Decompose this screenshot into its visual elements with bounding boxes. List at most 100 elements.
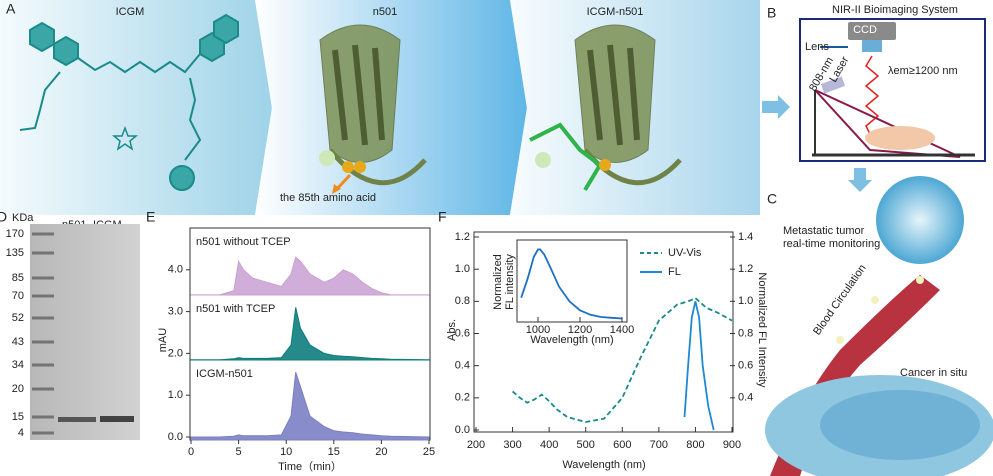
site-marker — [332, 161, 366, 194]
x-tick-label: 0 — [188, 446, 194, 458]
marker-band — [32, 363, 54, 367]
y-tick-label: 0.4 — [455, 360, 470, 372]
panel-letter: D — [0, 209, 7, 225]
y2-tick-label: 1.4 — [738, 231, 753, 243]
trace-area — [190, 256, 430, 296]
x-tick-label: 20 — [375, 446, 387, 458]
y-tick-label: 2.0 — [168, 347, 183, 359]
y2-tick-label: 1.2 — [738, 263, 753, 275]
data-line — [512, 297, 733, 423]
x-tick-label: 15 — [328, 446, 340, 458]
label: ICGM — [116, 6, 145, 18]
marker-band — [32, 431, 54, 435]
x-tick-label: 400 — [540, 439, 558, 451]
marker-band — [32, 294, 54, 298]
marker-label: 52 — [12, 312, 24, 324]
label: CCD — [853, 24, 877, 36]
y2-tick-label: 0.4 — [738, 392, 753, 404]
marker-label: 20 — [12, 383, 24, 395]
label: real-time monitoring — [783, 238, 880, 250]
marker-label: 135 — [6, 247, 24, 259]
y-axis-label: mAU — [157, 328, 169, 353]
x-axis-label: Time（min） — [278, 460, 342, 473]
x-tick-label: 5 — [236, 446, 242, 458]
y2-tick-label: 0.8 — [738, 327, 753, 339]
data-line — [683, 301, 715, 431]
trace-area — [190, 307, 430, 361]
y-tick-label: 1.0 — [455, 263, 470, 275]
x-tick-label: 800 — [686, 439, 704, 451]
x-axis-label: Wavelength (nm) — [562, 459, 645, 471]
y-tick-label: 0.0 — [455, 424, 470, 436]
series-label: ICGM-n501 — [196, 368, 253, 380]
x-tick-label: 900 — [723, 439, 741, 451]
complex-structure — [529, 24, 682, 192]
label: Cancer in situ — [900, 367, 967, 379]
panel-letter: A — [6, 1, 16, 17]
n501-structure — [319, 24, 427, 186]
axes-frame — [516, 239, 628, 323]
x-tick-label: 700 — [650, 439, 668, 451]
label: NIR-II Bioimaging System — [832, 4, 958, 16]
trace-area — [190, 372, 430, 441]
illustration — [765, 176, 993, 476]
panel-letter: B — [767, 5, 776, 21]
marker-band — [32, 415, 54, 419]
x-tick-label: 200 — [467, 439, 485, 451]
y2-tick-label: 1.0 — [738, 295, 753, 307]
marker-label: 43 — [12, 336, 24, 348]
y-axis-label: FL intensity — [504, 254, 516, 310]
marker-label: 34 — [12, 359, 24, 371]
y-tick-label: 1.2 — [455, 231, 470, 243]
marker-label: 70 — [12, 290, 24, 302]
legend-label: UV-Vis — [668, 247, 702, 259]
data-line — [520, 248, 623, 320]
label: Blood Circulation — [811, 262, 869, 337]
y-axis-label: Normalized — [492, 254, 504, 310]
x-tick-label: 1200 — [568, 324, 592, 336]
panel-letter: E — [146, 209, 155, 225]
marker-band — [32, 276, 54, 280]
x-axis-label: Wavelength (nm) — [530, 334, 613, 346]
y-axis-label: Abs. — [446, 319, 458, 341]
label: KDa — [12, 212, 34, 224]
series-label: n501 without TCEP — [196, 236, 291, 248]
sample-bands — [58, 416, 134, 422]
marker-label: 170 — [6, 228, 24, 240]
y-tick-label: 0.8 — [455, 295, 470, 307]
marker-band — [32, 340, 54, 344]
x-tick-label: 600 — [613, 439, 631, 451]
label: ICGM-n501 — [587, 6, 644, 18]
y-tick-label: 1.0 — [168, 389, 183, 401]
label: n501 — [373, 6, 397, 18]
label: the 85th amino acid — [280, 192, 376, 204]
panel-letter: F — [438, 209, 447, 225]
label: Metastatic tumor — [783, 225, 865, 237]
x-tick-label: 10 — [280, 446, 292, 458]
y-tick-label: 3.0 — [168, 306, 183, 318]
label: Lens — [805, 41, 829, 53]
panel-letter: C — [767, 191, 777, 207]
marker-band — [32, 232, 54, 236]
series-label: n501 with TCEP — [196, 303, 275, 315]
marker-label: 85 — [12, 272, 24, 284]
y-tick-label: 4.0 — [168, 264, 183, 276]
label: λem≥1200 nm — [888, 65, 958, 77]
arrow — [762, 95, 790, 119]
marker-label: 4 — [18, 427, 24, 439]
marker-label: 15 — [12, 411, 24, 423]
y-tick-label: 0.2 — [455, 392, 470, 404]
y2-tick-label: 0.6 — [738, 360, 753, 372]
arrow — [848, 168, 872, 192]
x-tick-label: 500 — [577, 439, 595, 451]
x-tick-label: 1400 — [610, 324, 634, 336]
legend-label: FL — [668, 266, 681, 278]
x-tick-label: 1000 — [526, 324, 550, 336]
x-tick-label: 300 — [503, 439, 521, 451]
imaging-system — [812, 22, 975, 158]
marker-band — [32, 387, 54, 391]
marker-band — [32, 316, 54, 320]
y2-axis-label: Normalized FL Intensity — [756, 272, 768, 388]
icgm-structure — [19, 13, 239, 191]
